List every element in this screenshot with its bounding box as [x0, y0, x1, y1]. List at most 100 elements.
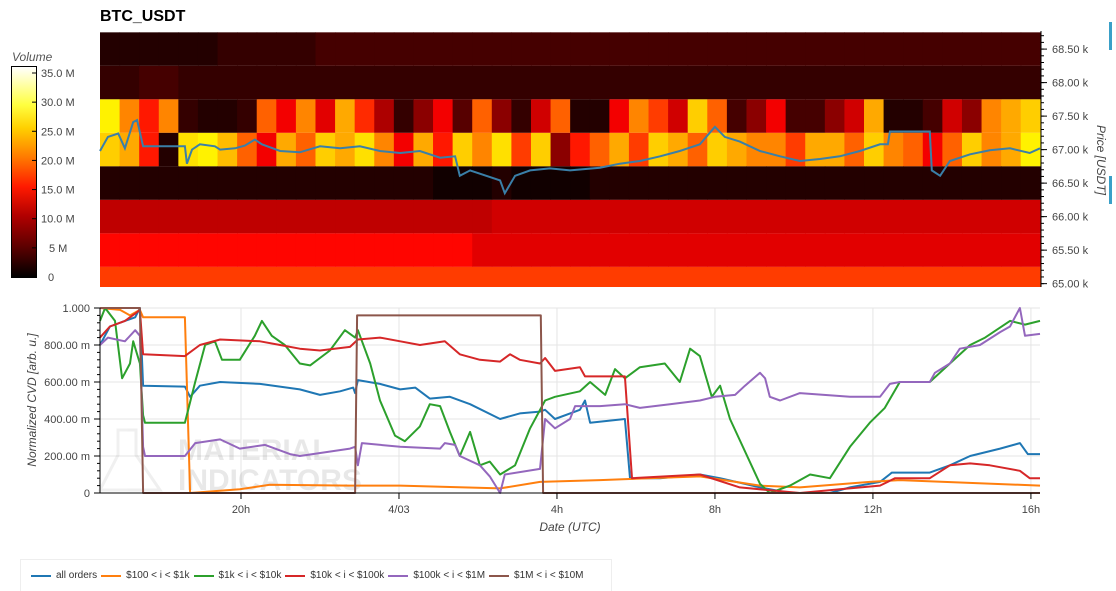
- heatmap-cell: [746, 65, 767, 100]
- heatmap-cell: [433, 99, 454, 133]
- heatmap-cell: [726, 233, 747, 267]
- heatmap-cell: [589, 199, 610, 234]
- heatmap-cell: [237, 199, 258, 234]
- heatmap-cell: [393, 99, 414, 133]
- heatmap-cell: [472, 199, 493, 234]
- heatmap-cell: [295, 233, 316, 267]
- price-tick-label: 65.00 k: [1052, 279, 1089, 291]
- legend-item[interactable]: $10k < i < $100k: [285, 570, 384, 581]
- heatmap-cell: [864, 199, 885, 234]
- heatmap-cell: [766, 65, 787, 100]
- legend-swatch: [388, 574, 409, 577]
- heatmap-cell: [805, 166, 826, 200]
- heatmap-cell: [100, 99, 121, 133]
- heatmap-cell: [981, 233, 1002, 267]
- heatmap-cell: [589, 32, 610, 66]
- heatmap-cell: [237, 65, 258, 100]
- heatmap-cell: [276, 166, 297, 200]
- heatmap-cell: [746, 99, 767, 133]
- heatmap-cell: [942, 166, 963, 200]
- heatmap-cell: [805, 132, 826, 167]
- heatmap-cell: [178, 199, 199, 234]
- colorbar-tick-label: 15.0 M: [41, 185, 75, 197]
- heatmap-cell: [119, 32, 140, 66]
- heatmap-cell: [197, 166, 219, 200]
- heatmap-cell: [648, 166, 669, 200]
- legend-item[interactable]: all orders: [31, 570, 97, 581]
- legend-swatch: [489, 574, 510, 577]
- heatmap-cell: [178, 233, 199, 267]
- heatmap-cell: [609, 132, 630, 167]
- heatmap-cell: [785, 266, 806, 287]
- heatmap-cell: [178, 32, 199, 66]
- heatmap-cell: [981, 99, 1002, 133]
- heatmap-cell: [981, 65, 1002, 100]
- heatmap-cell: [766, 32, 787, 66]
- heatmap-cell: [237, 99, 258, 133]
- heatmap-cell: [864, 99, 885, 133]
- legend-item[interactable]: $100 < i < $1k: [101, 570, 190, 581]
- heatmap-cell: [452, 99, 473, 133]
- heatmap-cell: [570, 132, 591, 167]
- heatmap-cell: [824, 233, 845, 267]
- heatmap-cell: [883, 233, 904, 267]
- heatmap-cell: [864, 132, 885, 167]
- heatmap-cell: [609, 233, 630, 267]
- scroll-marker-bottom[interactable]: [1109, 176, 1112, 204]
- heatmap-cell: [766, 132, 787, 167]
- heatmap-cell: [903, 233, 924, 267]
- heatmap-cell: [119, 132, 140, 167]
- legend-item[interactable]: $1k < i < $10k: [193, 570, 281, 581]
- heatmap-cell: [609, 32, 630, 66]
- heatmap-cell: [335, 199, 356, 234]
- heatmap-cell: [628, 199, 650, 234]
- legend-item[interactable]: $1M < i < $10M: [489, 570, 584, 581]
- heatmap-cell: [589, 233, 610, 267]
- heatmap-cell: [942, 65, 963, 100]
- heatmap-cell: [119, 65, 140, 100]
- heatmap-cell: [668, 199, 689, 234]
- heatmap-cell: [530, 266, 552, 287]
- heatmap-cell: [276, 233, 297, 267]
- heatmap-cell: [961, 233, 983, 267]
- heatmap-cell: [1001, 166, 1022, 200]
- heatmap-cell: [785, 99, 806, 133]
- heatmap-cell: [726, 199, 747, 234]
- series-line-3: [99, 308, 1040, 494]
- heatmap-cell: [746, 266, 767, 287]
- heatmap-cell: [844, 166, 865, 200]
- price-tick-label: 66.00 k: [1052, 212, 1089, 224]
- heatmap-cell: [609, 199, 630, 234]
- y-tick-label: 800.00 m: [44, 340, 90, 352]
- heatmap-cell: [922, 132, 943, 167]
- heatmap-cell: [354, 266, 375, 287]
- heatmap-cell: [217, 199, 238, 234]
- heatmap-cell: [981, 32, 1002, 66]
- heatmap-cell: [844, 32, 865, 66]
- heatmap-cell: [550, 266, 571, 287]
- colorbar-tick-label: 20.0 M: [41, 155, 75, 167]
- heatmap-cell: [295, 65, 316, 100]
- heatmap-cell: [335, 99, 356, 133]
- heatmap-cell: [256, 233, 277, 267]
- legend-item[interactable]: $100k < i < $1M: [388, 570, 485, 581]
- heatmap-cell: [589, 65, 610, 100]
- heatmap-cell: [766, 266, 787, 287]
- heatmap-cell: [589, 266, 610, 287]
- heatmap-cell: [589, 99, 610, 133]
- heatmap-cell: [354, 166, 375, 200]
- heatmap-cell: [197, 99, 219, 133]
- heatmap-cell: [864, 233, 885, 267]
- heatmap-cell: [609, 266, 630, 287]
- heatmap-cell: [256, 65, 277, 100]
- scroll-marker-top[interactable]: [1109, 22, 1112, 50]
- heatmap-cell: [335, 132, 356, 167]
- colorbar-tick-label: 25.0 M: [41, 126, 75, 138]
- heatmap-cell: [256, 99, 277, 133]
- heatmap-cell: [119, 99, 140, 133]
- heatmap-cell: [276, 266, 297, 287]
- heatmap-cell: [570, 65, 591, 100]
- heatmap-cell: [256, 166, 277, 200]
- y-tick-label: 0: [84, 488, 90, 500]
- heatmap-cell: [197, 266, 219, 287]
